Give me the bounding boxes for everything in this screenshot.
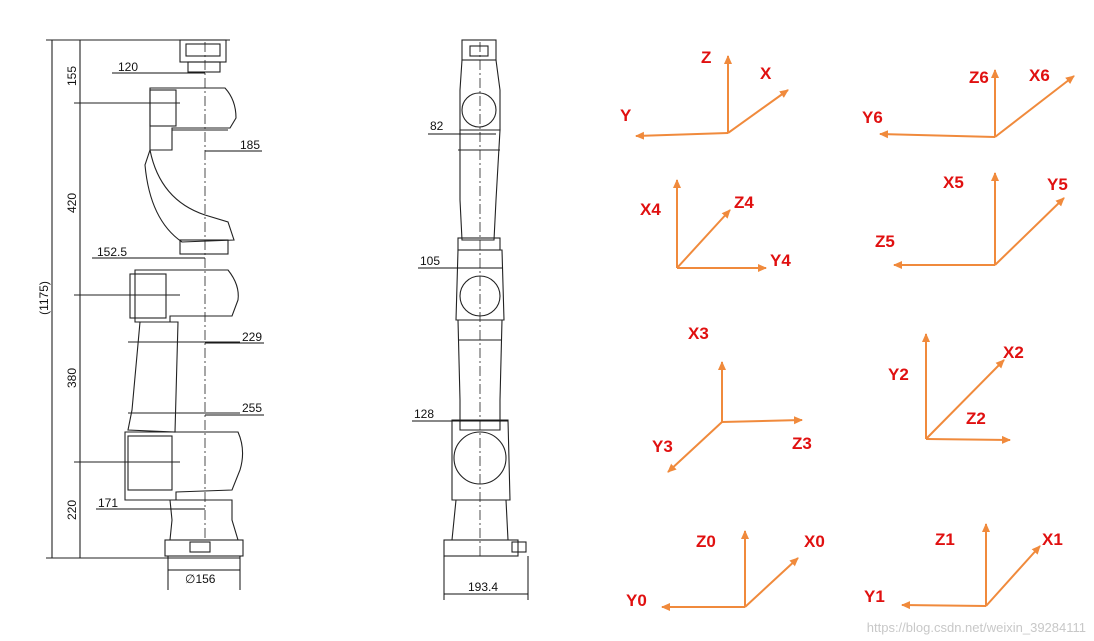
frame-1	[901, 523, 1041, 610]
frame-label-x6: X6	[1029, 66, 1050, 85]
watermark: https://blog.csdn.net/weixin_39284111	[866, 620, 1086, 635]
frame-label-z1: Z1	[935, 530, 955, 549]
offset-label-171: 171	[98, 496, 118, 510]
width-label-105: 105	[420, 254, 440, 268]
height-label-220: 220	[65, 500, 79, 520]
frame-label-z2: Z2	[966, 409, 986, 428]
frame-6	[879, 69, 1075, 139]
frame-label-y4: Y4	[770, 251, 791, 270]
frame-label-y0: Y0	[626, 591, 647, 610]
frame-label-x5: X5	[943, 173, 964, 192]
frame-label-z4: Z4	[734, 193, 754, 212]
front-view-leaders	[412, 133, 529, 600]
height-label-380: 380	[65, 368, 79, 388]
frame-labels: Z X Y Z6 X6 Y6 X4 Z4 Y4 X5 Y5 Z5 X3 Z3 Y…	[620, 48, 1068, 610]
frame-label-z0: Z0	[696, 532, 716, 551]
frame-label-y: Y	[620, 106, 632, 125]
frame-4	[673, 179, 767, 272]
frame-label-z: Z	[701, 48, 711, 67]
frame-arrows	[635, 55, 1075, 611]
frame-label-y3: Y3	[652, 437, 673, 456]
base-width-label: 193.4	[468, 580, 498, 594]
side-view-leaders	[92, 72, 264, 590]
total-height-label: (1175)	[37, 281, 51, 315]
base-diameter-label: ∅156	[185, 572, 216, 586]
width-label-82: 82	[430, 119, 444, 133]
front-view-labels: 82 105 128 193.4	[414, 119, 498, 594]
frame-label-y1: Y1	[864, 587, 885, 606]
frame-label-x2: X2	[1003, 343, 1024, 362]
frame-label-x4: X4	[640, 200, 661, 219]
frame-label-z3: Z3	[792, 434, 812, 453]
frame-2	[922, 333, 1011, 444]
side-view	[46, 39, 244, 559]
frame-label-x1: X1	[1042, 530, 1063, 549]
frame-3	[667, 361, 803, 473]
side-view-labels: 155 420 380 220 (1175) 120 185 152.5 229…	[37, 60, 262, 586]
offset-label-229: 229	[242, 330, 262, 344]
frame-label-z6: Z6	[969, 68, 989, 87]
width-label-128: 128	[414, 407, 434, 421]
frame-0	[661, 530, 799, 611]
frame-label-x: X	[760, 64, 772, 83]
frame-label-y2: Y2	[888, 365, 909, 384]
frame-5	[893, 172, 1065, 269]
offset-label-185: 185	[240, 138, 260, 152]
front-view	[443, 39, 527, 557]
height-label-420: 420	[65, 193, 79, 213]
frame-xyz	[635, 55, 789, 140]
frame-label-y6: Y6	[862, 108, 883, 127]
frame-label-y5: Y5	[1047, 175, 1068, 194]
offset-label-255: 255	[242, 401, 262, 415]
height-label-155: 155	[65, 66, 79, 86]
frame-label-z5: Z5	[875, 232, 895, 251]
offset-label-152-5: 152.5	[97, 245, 127, 259]
frame-label-x0: X0	[804, 532, 825, 551]
offset-label-120: 120	[118, 60, 138, 74]
frame-label-x3: X3	[688, 324, 709, 343]
